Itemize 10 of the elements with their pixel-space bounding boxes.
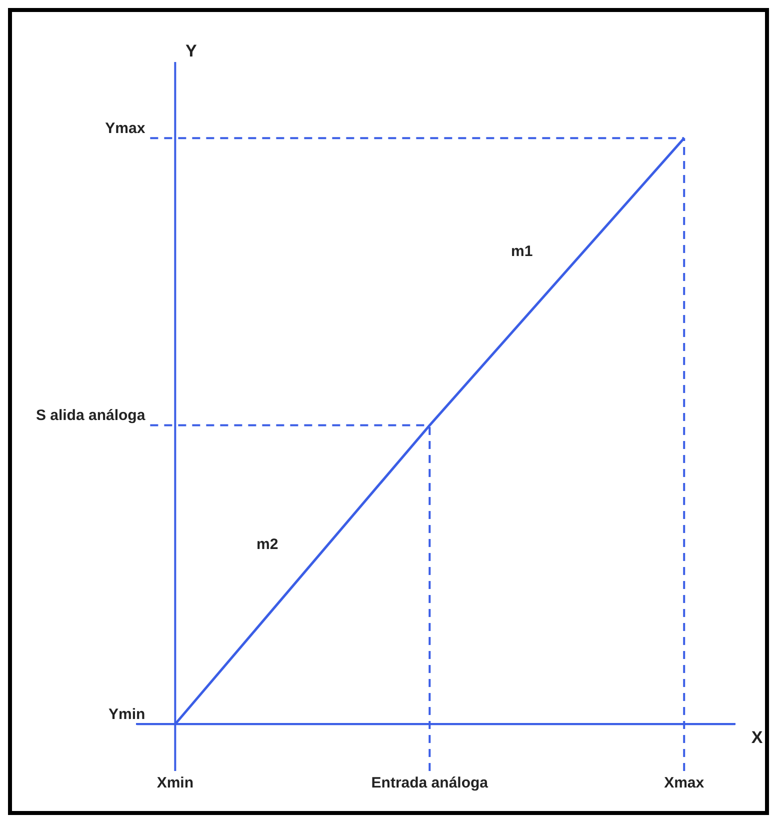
annotation: m2: [256, 536, 278, 553]
x-axis-title: X: [751, 728, 764, 747]
x-tick-label: Xmax: [664, 774, 705, 792]
ref-line-label: S alida análoga: [36, 406, 146, 424]
annotation: m1: [511, 242, 533, 260]
x-tick-label: Xmin: [156, 774, 194, 792]
x-tick-label: Entrada análoga: [371, 774, 489, 792]
ref-line-label: Ymin: [108, 706, 146, 723]
ref-line-label: Ymax: [105, 120, 146, 137]
y-axis-title: Y: [186, 42, 198, 61]
